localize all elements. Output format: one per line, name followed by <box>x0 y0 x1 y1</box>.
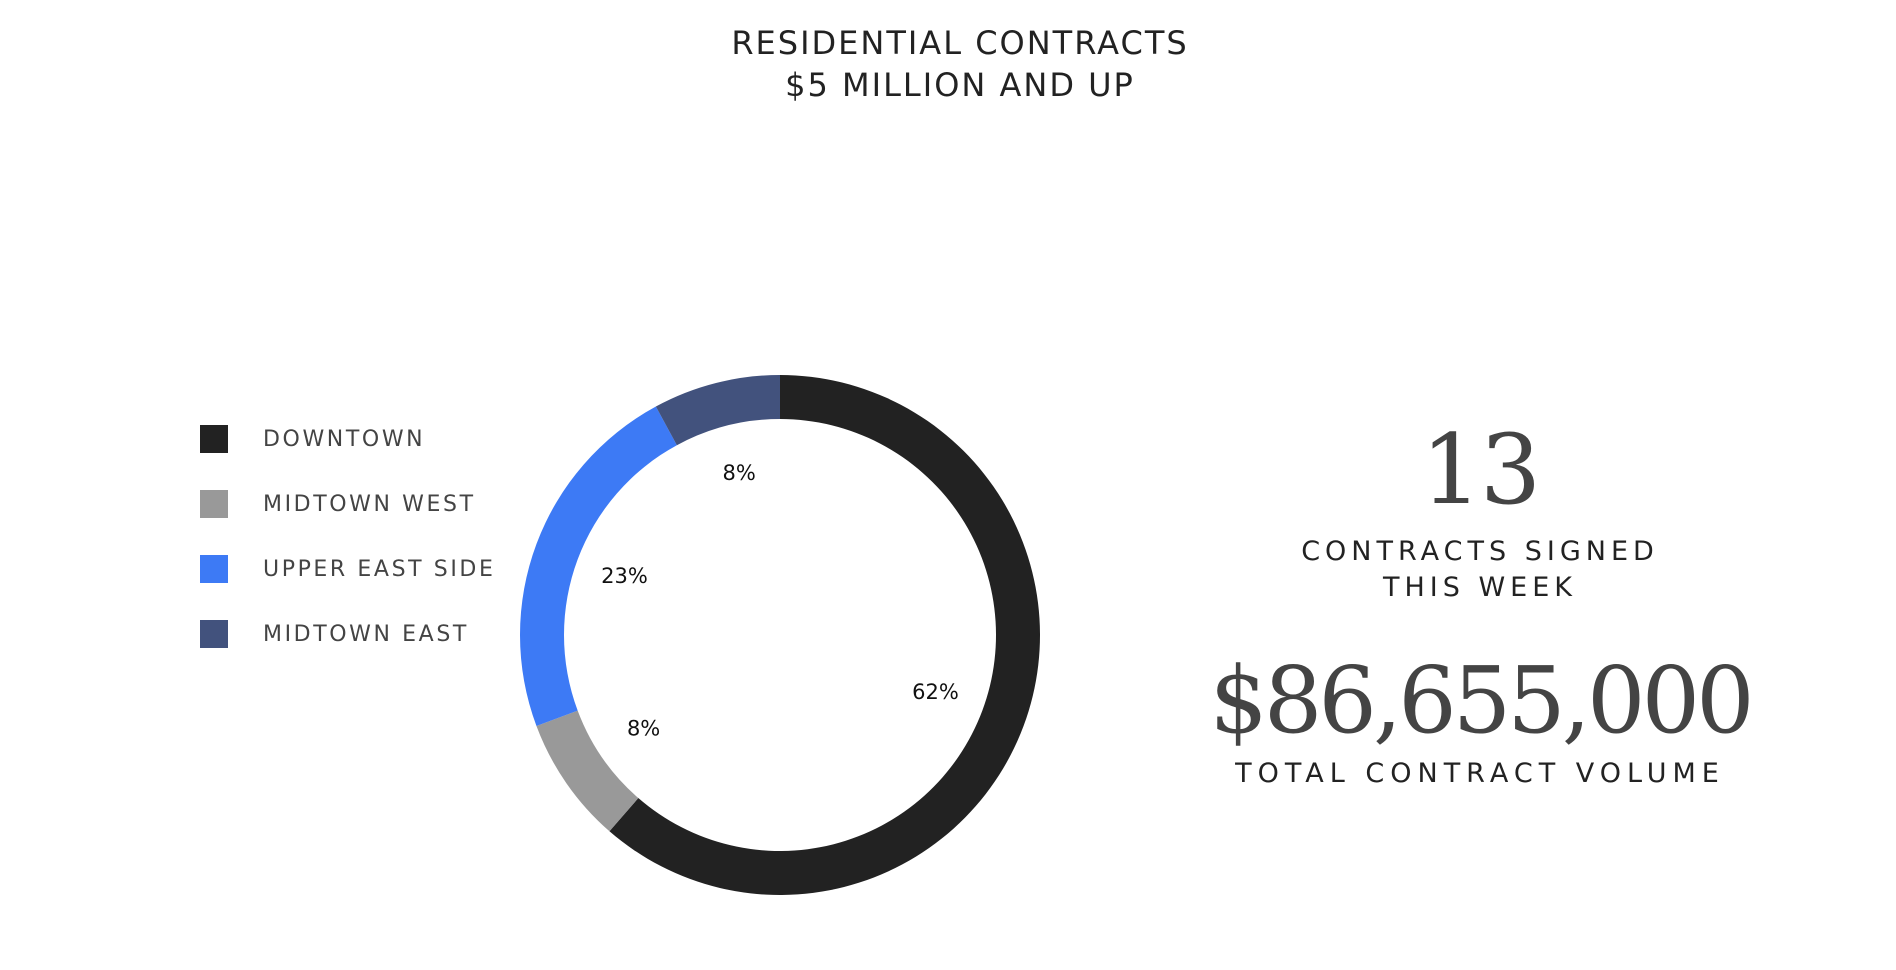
donut-slice-downtown <box>609 375 1040 895</box>
contracts-count: 13 <box>1420 414 1541 526</box>
legend-item-downtown: DOWNTOWN <box>200 424 495 454</box>
donut-label-midtown-east: 8% <box>722 461 755 485</box>
legend-item-midtown-west: MIDTOWN WEST <box>200 489 495 519</box>
legend-label-upper-east-side: UPPER EAST SIDE <box>263 556 496 582</box>
contracts-count-label-line-1: CONTRACTS SIGNED <box>1301 536 1659 567</box>
donut-slice-midtown-west <box>536 710 639 832</box>
legend-label-downtown: DOWNTOWN <box>263 426 426 452</box>
chart-title-line-1: RESIDENTIAL CONTRACTS <box>731 24 1189 62</box>
donut-slice-upper-east-side <box>520 406 677 727</box>
legend-swatch-upper-east-side <box>200 555 228 583</box>
total-volume: $86,655,000 <box>1209 647 1754 754</box>
donut-label-upper-east-side: 23% <box>601 564 648 588</box>
contracts-count-label-line-2: THIS WEEK <box>1382 572 1577 603</box>
stats-panel: 13 CONTRACTS SIGNED THIS WEEK $86,655,00… <box>1175 420 1785 789</box>
chart-title: RESIDENTIAL CONTRACTS $5 MILLION AND UP <box>0 22 1896 106</box>
legend-label-midtown-east: MIDTOWN EAST <box>263 621 469 647</box>
legend-swatch-midtown-west <box>200 490 228 518</box>
legend-item-upper-east-side: UPPER EAST SIDE <box>200 554 495 584</box>
legend-swatch-midtown-east <box>200 620 228 648</box>
contracts-count-label: CONTRACTS SIGNED THIS WEEK <box>1175 534 1785 606</box>
chart-legend: DOWNTOWN MIDTOWN WEST UPPER EAST SIDE MI… <box>200 424 495 684</box>
donut-label-midtown-west: 8% <box>627 717 660 741</box>
donut-label-downtown: 62% <box>912 680 959 704</box>
legend-item-midtown-east: MIDTOWN EAST <box>200 619 495 649</box>
legend-swatch-downtown <box>200 425 228 453</box>
donut-slice-midtown-east <box>655 375 780 446</box>
legend-label-midtown-west: MIDTOWN WEST <box>263 491 476 517</box>
chart-title-line-2: $5 MILLION AND UP <box>785 66 1135 104</box>
donut-chart: 62% 8% 23% 8% <box>520 375 1040 895</box>
total-volume-label: TOTAL CONTRACT VOLUME <box>1235 758 1725 789</box>
